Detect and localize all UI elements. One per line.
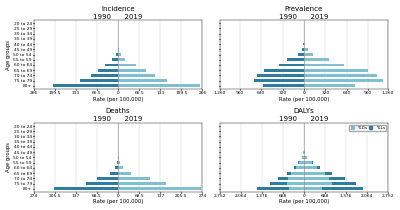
Bar bbox=[118, 84, 200, 87]
Bar bbox=[304, 182, 356, 185]
Bar bbox=[86, 182, 118, 185]
Title: Incidence
1990      2019: Incidence 1990 2019 bbox=[94, 5, 143, 20]
Bar bbox=[304, 151, 305, 154]
Bar bbox=[118, 64, 136, 66]
Bar bbox=[304, 167, 320, 169]
Title: Deaths
1990      2019: Deaths 1990 2019 bbox=[94, 109, 143, 122]
Bar bbox=[118, 187, 200, 190]
Bar bbox=[304, 172, 332, 175]
Bar bbox=[299, 161, 304, 164]
Bar bbox=[118, 156, 119, 159]
Bar bbox=[304, 64, 344, 66]
Bar bbox=[304, 151, 305, 154]
Bar bbox=[304, 167, 318, 169]
Bar bbox=[304, 161, 312, 164]
Bar bbox=[302, 48, 304, 51]
Bar bbox=[289, 187, 304, 190]
Bar bbox=[112, 58, 118, 61]
Bar bbox=[302, 156, 304, 159]
Bar bbox=[304, 172, 325, 175]
Y-axis label: Age groups: Age groups bbox=[6, 39, 10, 70]
Bar bbox=[118, 79, 167, 82]
Bar bbox=[304, 48, 308, 51]
Bar bbox=[117, 161, 118, 164]
Bar bbox=[304, 177, 329, 180]
Bar bbox=[303, 151, 304, 154]
Bar bbox=[118, 69, 146, 72]
Bar bbox=[257, 187, 304, 190]
Bar bbox=[304, 177, 345, 180]
Bar bbox=[304, 74, 378, 77]
Bar bbox=[302, 156, 304, 159]
Title: Prevalence
1990      2019: Prevalence 1990 2019 bbox=[279, 5, 329, 20]
Bar bbox=[304, 156, 307, 159]
X-axis label: Rate (per 100,000): Rate (per 100,000) bbox=[93, 97, 143, 101]
Bar bbox=[262, 84, 304, 87]
Bar bbox=[106, 64, 118, 66]
Bar bbox=[304, 53, 313, 56]
Bar bbox=[80, 79, 118, 82]
Bar bbox=[118, 53, 121, 56]
Bar bbox=[288, 177, 304, 180]
Bar bbox=[304, 187, 363, 190]
Bar bbox=[304, 187, 322, 190]
Y-axis label: Age groups: Age groups bbox=[6, 142, 10, 172]
Bar bbox=[98, 69, 118, 72]
Bar bbox=[115, 167, 118, 169]
Bar bbox=[118, 74, 154, 77]
Bar bbox=[118, 172, 131, 175]
X-axis label: Rate (per 100,000): Rate (per 100,000) bbox=[279, 97, 329, 101]
Bar bbox=[304, 161, 313, 164]
Bar bbox=[287, 58, 304, 61]
Bar bbox=[304, 156, 307, 159]
Bar bbox=[118, 58, 125, 61]
Legend: YLDs, YLLs: YLDs, YLLs bbox=[350, 125, 386, 131]
Bar bbox=[110, 172, 118, 175]
Bar bbox=[303, 151, 304, 154]
Bar bbox=[270, 182, 304, 185]
Bar bbox=[304, 84, 355, 87]
Bar bbox=[278, 177, 304, 180]
Bar bbox=[304, 79, 383, 82]
Bar bbox=[296, 167, 304, 169]
Bar bbox=[304, 58, 329, 61]
Bar bbox=[91, 74, 118, 77]
Bar bbox=[118, 48, 119, 51]
X-axis label: Rate (per 100,000): Rate (per 100,000) bbox=[93, 200, 143, 205]
Bar bbox=[118, 161, 120, 164]
Bar bbox=[298, 161, 304, 164]
Bar bbox=[118, 182, 166, 185]
Bar bbox=[294, 167, 304, 169]
Bar bbox=[291, 172, 304, 175]
Bar bbox=[118, 177, 150, 180]
Bar bbox=[118, 167, 123, 169]
Bar bbox=[257, 74, 304, 77]
Bar bbox=[278, 64, 304, 66]
Bar bbox=[116, 53, 118, 56]
Bar bbox=[304, 43, 305, 46]
Bar bbox=[254, 79, 304, 82]
Bar bbox=[286, 172, 304, 175]
Bar bbox=[304, 69, 368, 72]
Bar bbox=[54, 187, 118, 190]
X-axis label: Rate (per 100,000): Rate (per 100,000) bbox=[279, 200, 329, 205]
Bar bbox=[53, 84, 118, 87]
Title: DALYs
1990      2019: DALYs 1990 2019 bbox=[279, 109, 329, 122]
Bar bbox=[304, 182, 332, 185]
Bar bbox=[264, 69, 304, 72]
Bar bbox=[298, 53, 304, 56]
Bar bbox=[97, 177, 118, 180]
Bar bbox=[287, 182, 304, 185]
